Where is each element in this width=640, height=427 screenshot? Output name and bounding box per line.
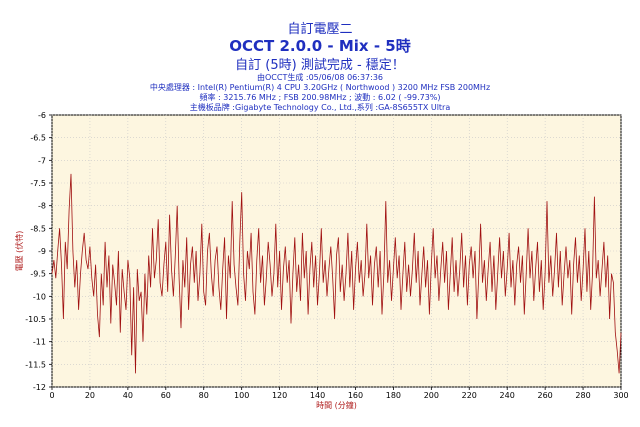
voltage-series-line <box>51 173 622 374</box>
y-tick-label: -11 <box>33 338 46 347</box>
chart-subtitle: OCCT 2.0.0 - Mix - 5時 <box>229 37 411 55</box>
x-axis-label: 時間 (分鐘) <box>316 400 357 410</box>
x-tick-label: 0 <box>49 391 54 400</box>
motherboard-info-line: 主機板品牌 :Gigabyte Technology Co., Ltd.,系列 … <box>189 103 451 112</box>
x-tick-label: 140 <box>310 391 325 400</box>
y-tick-label: -8.5 <box>30 224 46 233</box>
x-tick-label: 40 <box>123 391 133 400</box>
y-tick-label: -6 <box>38 111 46 120</box>
x-tick-label: 80 <box>199 391 209 400</box>
axis-ticks: -6 -6.5 -7 -7.5 -8 -8.5 -9 -9.5 -10 -10.5 -11 -11.5… <box>25 111 628 400</box>
y-tick-label: -12 <box>33 383 46 392</box>
y-tick-label: -10 <box>33 292 46 301</box>
x-tick-label: 260 <box>537 391 552 400</box>
x-tick-label: 100 <box>234 391 249 400</box>
x-tick-label: 300 <box>613 391 628 400</box>
y-tick-label: -7.5 <box>30 179 46 188</box>
x-tick-label: 240 <box>500 391 515 400</box>
y-axis-label: 電壓 (伏特) <box>14 231 24 272</box>
y-tick-label: -6.5 <box>30 134 46 143</box>
x-tick-label: 220 <box>462 391 477 400</box>
generated-by-line: 由OCCT生成 :05/06/08 06:37:36 <box>257 73 383 82</box>
y-tick-label: -10.5 <box>25 315 46 324</box>
y-tick-label: -9.5 <box>30 270 46 279</box>
frequency-info-line: 頻率 : 3215.76 MHz ; FSB 200.98MHz ; 波動 : … <box>199 93 441 102</box>
x-tick-label: 60 <box>161 391 171 400</box>
chart-title: 自訂電壓二 <box>287 22 353 37</box>
test-status: 自訂 (5時) 測試完成 - 穩定！ <box>235 58 405 73</box>
y-tick-label: -11.5 <box>25 360 46 369</box>
y-tick-label: -7 <box>38 156 46 165</box>
x-tick-label: 200 <box>424 391 439 400</box>
x-tick-label: 180 <box>386 391 401 400</box>
y-tick-label: -9 <box>38 247 46 256</box>
cpu-info-line: 中央處理器 : Intel(R) Pentium(R) 4 CPU 3.20GH… <box>149 83 491 92</box>
x-tick-label: 280 <box>575 391 590 400</box>
x-tick-label: 20 <box>85 391 95 400</box>
x-tick-label: 160 <box>348 391 363 400</box>
x-tick-label: 120 <box>272 391 287 400</box>
y-tick-label: -8 <box>38 202 46 211</box>
